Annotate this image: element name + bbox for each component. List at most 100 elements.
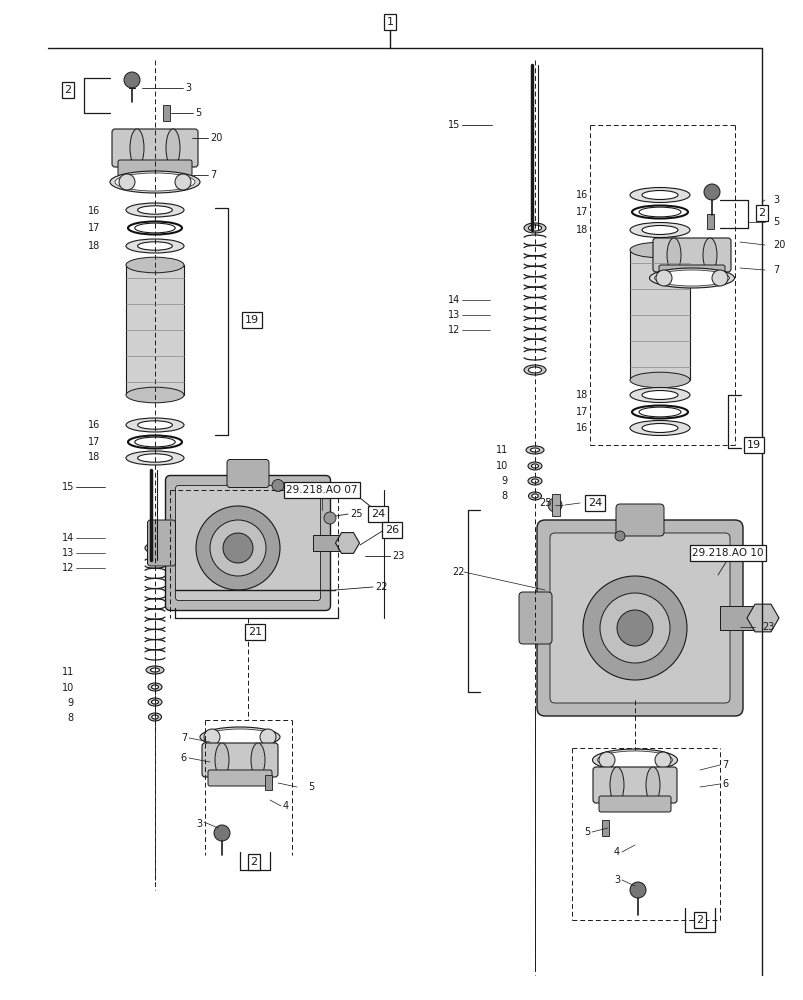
Circle shape [214,825,230,841]
Text: 5: 5 [772,217,778,227]
Text: 26: 26 [385,525,398,535]
Text: 17: 17 [575,407,587,417]
Text: 13: 13 [447,310,459,320]
Ellipse shape [200,727,279,747]
FancyBboxPatch shape [165,476,330,610]
Ellipse shape [597,751,671,769]
Ellipse shape [642,226,677,234]
FancyBboxPatch shape [658,265,724,281]
Circle shape [196,506,279,590]
Ellipse shape [630,420,689,436]
Ellipse shape [205,729,275,745]
Text: 3: 3 [772,195,778,205]
Text: 11: 11 [62,667,74,677]
Text: 17: 17 [88,223,100,233]
Text: 20: 20 [210,133,222,143]
Ellipse shape [531,479,538,483]
Text: 6: 6 [181,753,187,763]
Ellipse shape [251,743,265,777]
Text: 14: 14 [62,533,74,543]
Circle shape [711,270,727,286]
Circle shape [614,531,624,541]
Text: 5: 5 [195,108,201,118]
FancyBboxPatch shape [175,486,320,600]
Bar [126,265,184,395]
Text: 16: 16 [575,190,587,200]
Text: 13: 13 [62,548,74,558]
Circle shape [119,174,135,190]
Ellipse shape [150,668,159,672]
Ellipse shape [149,713,161,721]
FancyBboxPatch shape [598,796,671,812]
Circle shape [259,729,275,745]
Ellipse shape [148,683,161,691]
Text: 2: 2 [64,85,71,95]
Text: 2: 2 [695,915,703,925]
Circle shape [324,512,336,524]
Ellipse shape [126,418,184,432]
FancyBboxPatch shape [112,129,198,167]
Ellipse shape [642,190,677,200]
Ellipse shape [630,242,689,258]
Text: 24: 24 [587,498,601,508]
Circle shape [222,533,253,563]
Circle shape [582,576,686,680]
Bar [719,606,754,630]
Circle shape [616,610,652,646]
Ellipse shape [630,372,689,388]
Bar [313,535,341,551]
Ellipse shape [137,454,172,462]
Circle shape [548,498,561,512]
FancyBboxPatch shape [615,504,663,536]
Circle shape [175,174,191,190]
Ellipse shape [528,225,541,231]
Text: 23: 23 [761,622,773,632]
Ellipse shape [110,171,200,193]
Text: 5: 5 [308,782,314,792]
Ellipse shape [654,270,728,286]
Bar [163,105,169,121]
Text: 1: 1 [386,17,393,27]
Text: 25: 25 [349,509,362,519]
Ellipse shape [137,421,172,429]
Ellipse shape [126,257,184,273]
Ellipse shape [151,700,158,704]
Text: 12: 12 [62,563,74,573]
Ellipse shape [146,666,164,674]
Text: 7: 7 [772,265,778,275]
Text: 4: 4 [613,847,619,857]
Circle shape [598,752,614,768]
Ellipse shape [528,492,541,500]
Bar [630,250,689,380]
Ellipse shape [531,494,537,498]
Ellipse shape [145,543,165,553]
Ellipse shape [152,715,158,719]
Text: 18: 18 [88,452,100,462]
Text: 19: 19 [245,315,259,325]
Ellipse shape [151,685,158,689]
Text: 8: 8 [67,713,74,723]
Ellipse shape [531,464,538,468]
Text: 9: 9 [67,698,74,708]
Bar [265,775,271,790]
Ellipse shape [642,390,677,399]
Text: 2: 2 [757,208,764,218]
Ellipse shape [702,238,716,272]
Text: 16: 16 [88,206,100,216]
Ellipse shape [528,477,541,485]
Ellipse shape [649,268,734,288]
FancyBboxPatch shape [208,770,271,786]
Ellipse shape [524,223,545,233]
Text: 18: 18 [88,241,100,251]
Text: 17: 17 [575,207,587,217]
Ellipse shape [126,451,184,465]
FancyBboxPatch shape [147,520,175,566]
Text: 3: 3 [185,83,191,93]
Text: 7: 7 [210,170,216,180]
Text: 16: 16 [575,423,587,433]
Circle shape [654,752,671,768]
Ellipse shape [126,387,184,403]
Ellipse shape [630,188,689,202]
Ellipse shape [630,223,689,237]
Text: 19: 19 [746,440,760,450]
